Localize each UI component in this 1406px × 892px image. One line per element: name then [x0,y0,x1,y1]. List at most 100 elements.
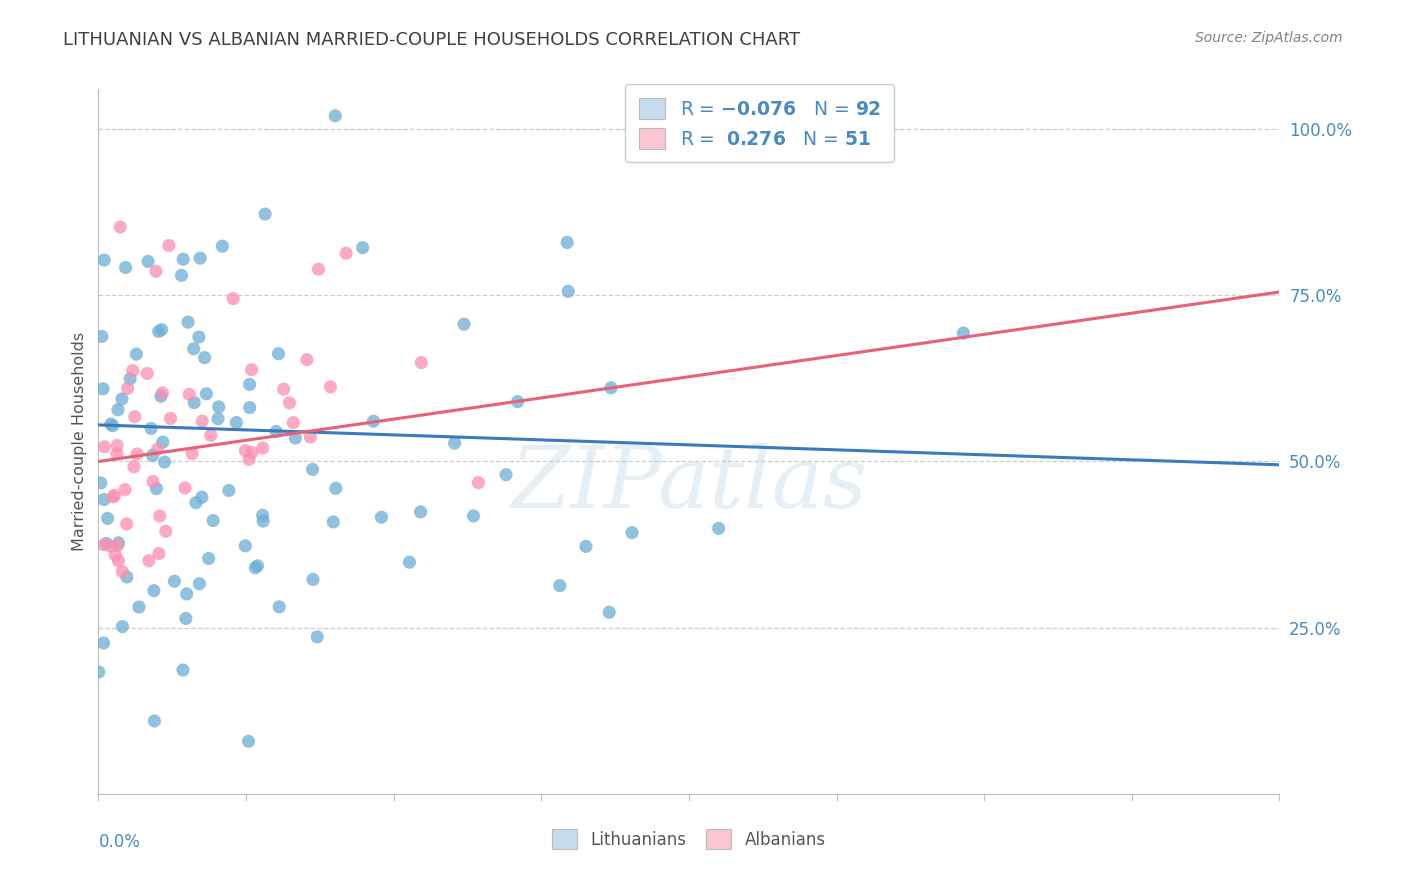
Point [128,600,150,615]
Point [91,382,114,396]
Point [301,462,323,476]
Point [352,241,374,255]
Point [174,611,197,625]
Legend: Lithuanians, Albanians: Lithuanians, Albanians [546,822,832,856]
Point [323,109,346,123]
Point [194,351,217,365]
Point [93,253,115,268]
Point [111,392,134,406]
Point [115,570,138,584]
Point [557,285,579,299]
Point [200,428,222,442]
Point [398,555,420,569]
Point [240,362,263,376]
Point [335,246,357,260]
Point [202,514,225,528]
Point [139,421,162,435]
Point [299,430,322,444]
Point [143,714,166,728]
Point [188,251,211,265]
Point [239,401,262,415]
Point [264,425,287,439]
Point [90,329,112,343]
Text: 0.0%: 0.0% [98,832,141,851]
Point [177,315,200,329]
Point [97,511,120,525]
Point [100,417,122,431]
Text: ZIPatlas: ZIPatlas [510,442,868,525]
Point [142,475,165,489]
Point [115,516,138,531]
Point [409,505,432,519]
Point [172,252,194,267]
Point [163,574,186,589]
Point [252,508,274,523]
Point [322,515,344,529]
Point [267,347,290,361]
Point [187,330,209,344]
Point [283,416,305,430]
Point [127,447,149,461]
Point [104,548,127,562]
Point [555,235,578,250]
Point [155,524,177,539]
Point [443,436,465,450]
Point [172,663,194,677]
Point [467,475,489,490]
Point [145,264,167,278]
Point [125,347,148,361]
Point [197,551,219,566]
Point [90,475,112,490]
Text: LITHUANIAN VS ALBANIAN MARRIED-COUPLE HOUSEHOLDS CORRELATION CHART: LITHUANIAN VS ALBANIAN MARRIED-COUPLE HO… [63,31,800,49]
Point [252,441,274,455]
Point [148,547,170,561]
Point [195,387,218,401]
Point [240,445,263,459]
Point [575,540,598,554]
Point [307,630,329,644]
Point [308,262,330,277]
Point [179,387,201,401]
Point [225,416,247,430]
Point [208,400,231,414]
Point [174,481,197,495]
Point [952,326,974,340]
Point [233,539,256,553]
Point [273,382,295,396]
Point [302,573,325,587]
Point [319,380,342,394]
Point [506,394,529,409]
Point [181,446,204,460]
Point [107,402,129,417]
Point [235,443,257,458]
Point [121,364,143,378]
Point [600,381,623,395]
Point [145,482,167,496]
Point [124,409,146,424]
Point [93,538,115,552]
Point [157,238,180,252]
Point [252,514,274,528]
Point [453,317,475,331]
Point [142,449,165,463]
Point [107,538,129,552]
Point [149,389,172,403]
Point [191,414,214,428]
Point [211,239,233,253]
Point [218,483,240,498]
Point [93,440,115,454]
Point [278,396,301,410]
Point [149,508,172,523]
Point [103,488,125,502]
Point [238,734,260,748]
Point [148,325,170,339]
Point [150,323,173,337]
Point [120,372,142,386]
Point [114,260,136,275]
Point [122,459,145,474]
Point [183,395,205,409]
Point [269,599,291,614]
Point [246,558,269,573]
Point [598,605,620,619]
Point [707,521,730,535]
